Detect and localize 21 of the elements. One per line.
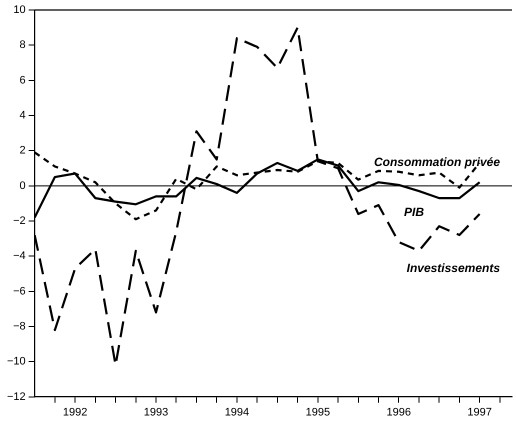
x-tick-label: 1996	[386, 406, 411, 418]
y-tick-label: −8	[13, 320, 26, 333]
y-tick-label: −6	[13, 285, 26, 298]
y-tick-label: −2	[13, 215, 26, 228]
x-tick-label: 1997	[467, 406, 492, 418]
y-tick-label: 6	[20, 74, 26, 86]
x-tick-label: 1994	[224, 406, 250, 418]
y-tick-label: −10	[6, 356, 26, 368]
y-tick-label: 10	[13, 4, 26, 16]
y-tick-label: 4	[20, 110, 26, 122]
series-label: Consommation privée	[374, 155, 500, 169]
y-tick-label: 0	[20, 180, 26, 192]
x-tick-label: 1995	[306, 406, 330, 418]
x-tick-label: 1993	[144, 406, 168, 418]
y-tick-label: 2	[20, 144, 26, 157]
y-tick-label: 8	[20, 39, 26, 52]
series-label: PIB	[404, 205, 424, 219]
y-tick-label: −4	[13, 250, 26, 262]
x-tick-label: 1992	[62, 406, 88, 418]
y-tick-label: −12	[6, 390, 26, 403]
series-label: Investissements	[406, 261, 500, 275]
